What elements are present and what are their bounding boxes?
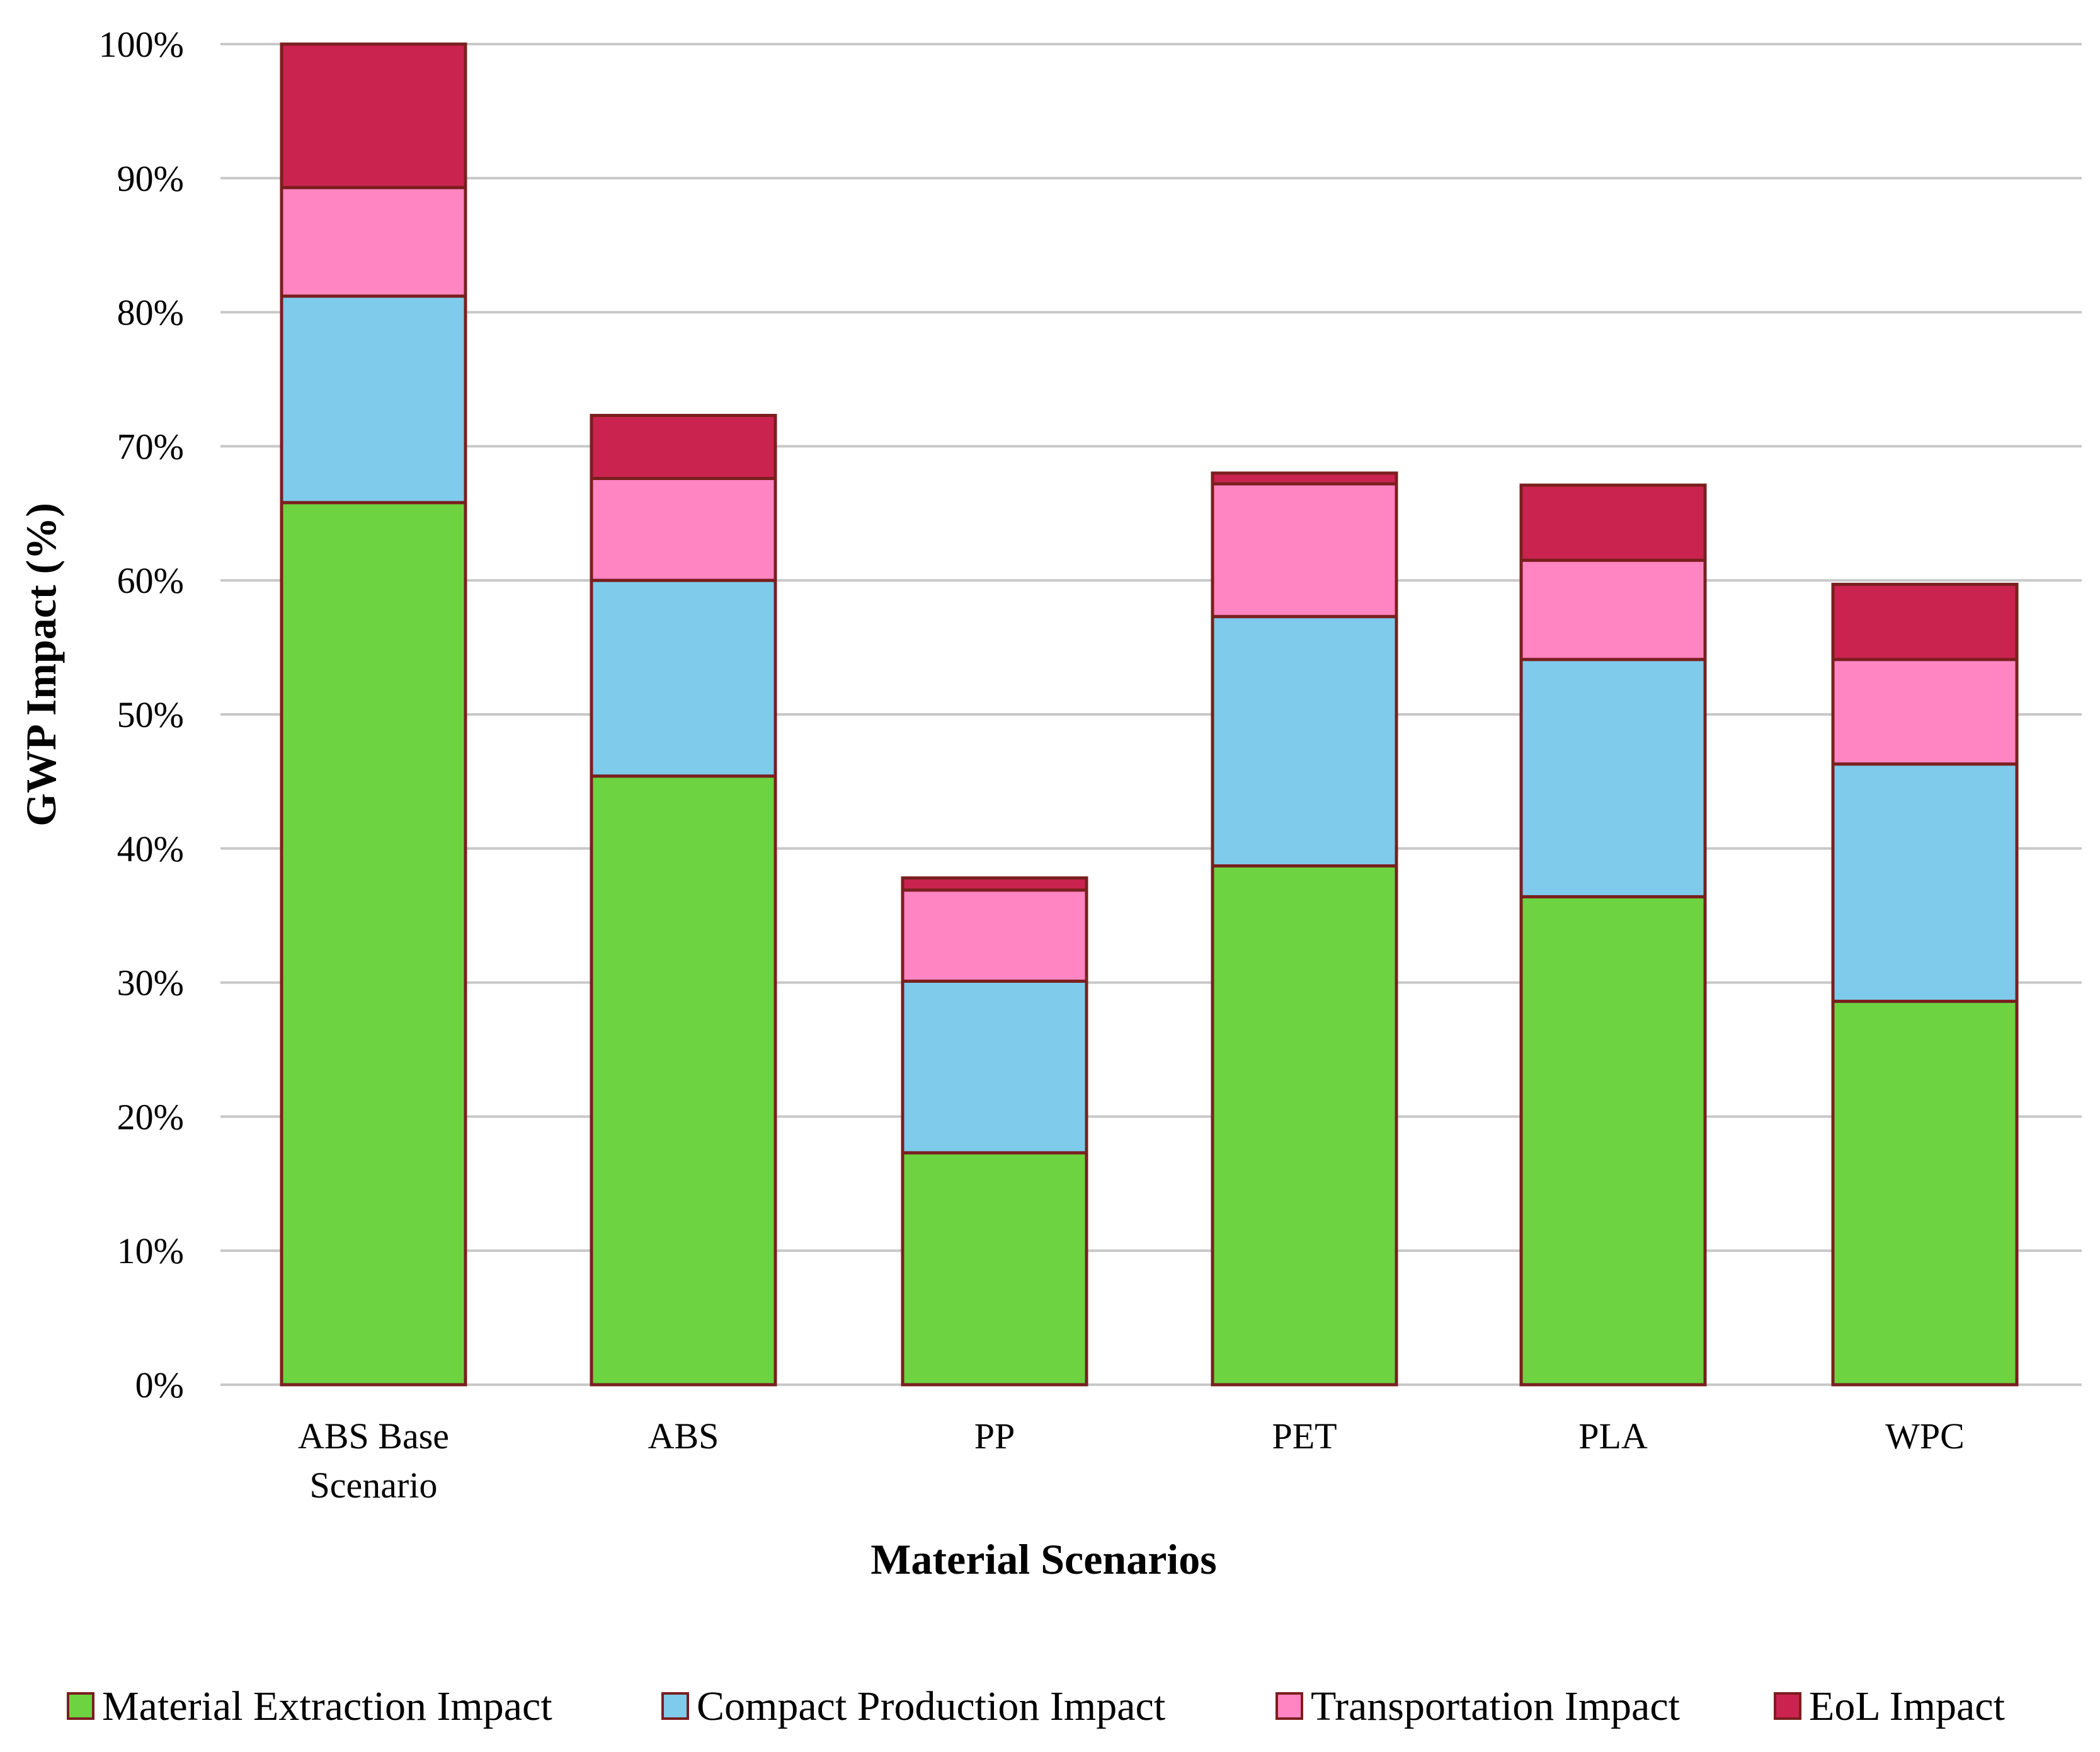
bar-segment (1519, 483, 1707, 562)
y-tick-label: 10% (117, 1230, 184, 1271)
legend-item: Transportation Impact (1275, 1683, 1680, 1729)
bar-segment (1831, 583, 2019, 661)
bar-segment (280, 42, 467, 190)
y-tick-label: 80% (117, 292, 184, 333)
legend-swatch (661, 1692, 689, 1720)
y-tick-label: 100% (99, 24, 184, 65)
x-tick-label: PP (974, 1416, 1015, 1457)
bar-stack (1211, 471, 1398, 1387)
x-tick-label: ABS Base Scenario (298, 1416, 449, 1506)
bar-stack (901, 876, 1088, 1387)
bar-segment (901, 1151, 1088, 1387)
bar-segment (1211, 864, 1398, 1387)
bar-segment (590, 774, 777, 1387)
y-tick-label: 70% (117, 426, 184, 467)
bar-stack (590, 413, 777, 1387)
x-axis-ticks: ABS Base Scenario ABS PP PET PLA WPC (298, 1416, 1965, 1506)
legend-item: Material Extraction Impact (67, 1683, 552, 1729)
y-tick-label: 90% (117, 158, 184, 199)
bar-segment (1211, 615, 1398, 867)
y-tick-label: 30% (117, 963, 184, 1004)
bar-segment (901, 979, 1088, 1155)
bar-segment (1519, 558, 1707, 661)
bar-segment (1519, 895, 1707, 1387)
y-axis-ticks: 0% 10% 20% 30% 40% 50% 60% 70% 80% 90% 100% (99, 24, 184, 1406)
bar-segment (280, 186, 467, 298)
x-axis-title: Material Scenarios (870, 1535, 1217, 1583)
legend-swatch (1774, 1692, 1801, 1720)
bar-segment (590, 413, 777, 480)
legend-swatch (67, 1692, 94, 1720)
y-tick-label: 40% (117, 828, 184, 869)
gridlines (220, 43, 2082, 1386)
bar-segment (1211, 482, 1398, 619)
x-tick-label: ABS (648, 1416, 719, 1457)
legend-item: Compact Production Impact (661, 1683, 1165, 1729)
bar-segment (901, 876, 1088, 892)
y-tick-label: 0% (135, 1365, 184, 1406)
y-tick-label: 20% (117, 1096, 184, 1137)
x-tick-label: WPC (1885, 1416, 1965, 1457)
legend-swatch (1275, 1692, 1303, 1720)
bars (280, 42, 2019, 1387)
legend-label: Compact Production Impact (697, 1683, 1165, 1729)
bar-segment (1831, 999, 2019, 1387)
bar-stack (1831, 583, 2019, 1387)
bar-segment (590, 476, 777, 582)
x-tick-label: PET (1272, 1416, 1337, 1457)
bar-segment (1519, 658, 1707, 898)
x-tick-label: PLA (1578, 1416, 1648, 1457)
y-tick-label: 50% (117, 694, 184, 735)
y-axis-title: GWP Impact (%) (17, 503, 65, 827)
legend-label: Material Extraction Impact (102, 1683, 552, 1729)
y-tick-label: 60% (117, 560, 184, 601)
bar-segment (280, 294, 467, 505)
legend-label: Transportation Impact (1311, 1683, 1680, 1729)
bar-segment (1211, 471, 1398, 486)
legend-item: EoL Impact (1774, 1683, 2005, 1729)
bar-segment (1831, 762, 2019, 1003)
bar-stack (280, 42, 467, 1387)
legend-label: EoL Impact (1809, 1683, 2005, 1729)
bar-segment (901, 888, 1088, 983)
bar-segment (1831, 658, 2019, 766)
bar-segment (280, 501, 467, 1387)
bar-segment (590, 578, 777, 778)
legend: Material Extraction Impact Compact Produc… (67, 1683, 2005, 1729)
bar-stack (1519, 483, 1707, 1387)
